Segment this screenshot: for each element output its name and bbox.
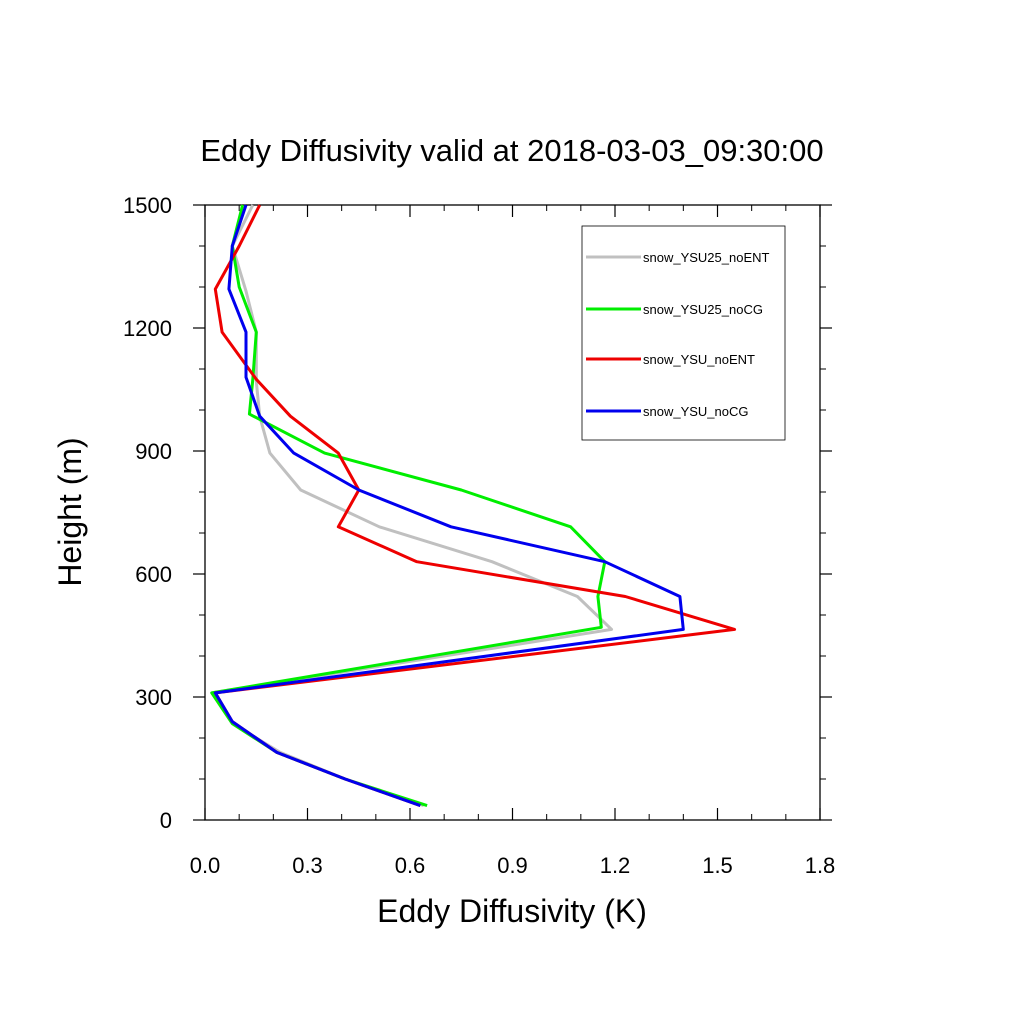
x-tick-label: 0.0: [190, 853, 221, 878]
y-tick-label: 600: [135, 562, 172, 587]
x-tick-label: 1.2: [600, 853, 631, 878]
y-axis-title: Height (m): [52, 437, 88, 586]
axis-ticks: 0.0 0.3 0.6 0.9 1.2 1.5 1.8 0 300 600 900 1200 1500: [123, 193, 835, 878]
x-tick-label: 1.8: [805, 853, 836, 878]
legend-box: [581, 225, 786, 441]
series-line-1: [210, 204, 614, 808]
y-tick-label: 900: [135, 439, 172, 464]
y-tick-label: 1200: [123, 316, 172, 341]
x-tick-label: 0.9: [497, 853, 528, 878]
legend: snow_YSU25_noENT snow_YSU25_noCG snow_YSU_…: [581, 225, 786, 441]
y-tick-label: 1500: [123, 193, 172, 218]
x-tick-label: 0.3: [292, 853, 323, 878]
series-line-4: [213, 204, 685, 808]
y-tick-label: 300: [135, 685, 172, 710]
legend-label: snow_YSU25_noCG: [643, 302, 763, 317]
series-line-2: [210, 204, 607, 808]
chart-title: Eddy Diffusivity valid at 2018-03-03_09:…: [200, 133, 823, 168]
legend-label: snow_YSU_noCG: [643, 404, 749, 419]
x-tick-label: 1.5: [702, 853, 733, 878]
x-axis-title: Eddy Diffusivity (K): [377, 893, 647, 929]
x-tick-label: 0.6: [395, 853, 426, 878]
y-tick-label: 0: [160, 808, 172, 833]
legend-label: snow_YSU_noENT: [643, 352, 755, 367]
legend-label: snow_YSU25_noENT: [643, 250, 770, 265]
series-layer: [210, 204, 737, 808]
